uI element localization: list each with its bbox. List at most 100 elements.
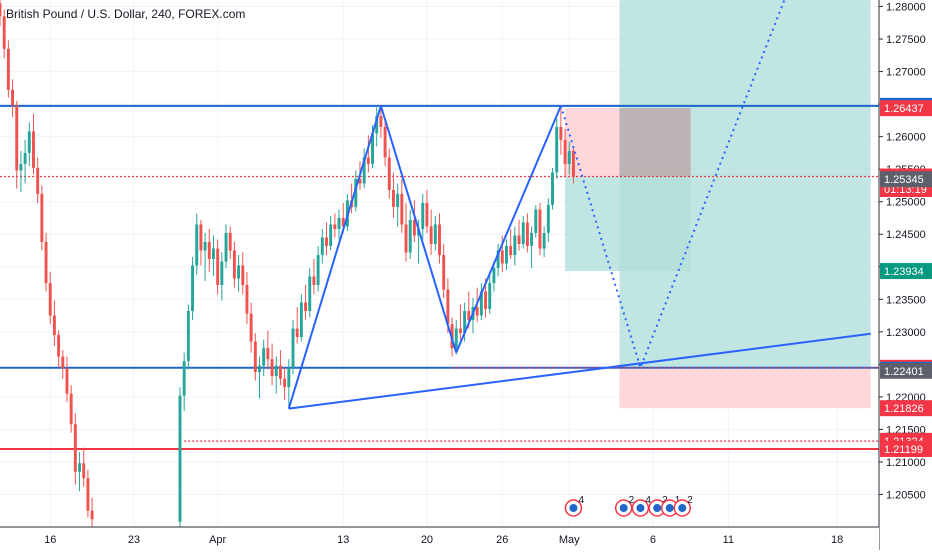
chart-title: British Pound / U.S. Dollar, 240, FOREX.… bbox=[6, 7, 245, 21]
candle-body bbox=[500, 250, 504, 264]
pattern-lines bbox=[287, 0, 871, 410]
candle-body bbox=[44, 242, 48, 284]
candle-body bbox=[362, 157, 366, 184]
price-label: 1.23934 bbox=[884, 266, 924, 278]
candle-body bbox=[492, 268, 496, 284]
candle-body bbox=[216, 248, 220, 285]
candle-body bbox=[546, 204, 550, 233]
x-tick-label[interactable]: 20 bbox=[421, 534, 433, 546]
candle-body bbox=[237, 265, 241, 279]
candle-body bbox=[299, 302, 303, 338]
us-flag-icon bbox=[619, 504, 628, 512]
candle-body bbox=[429, 226, 433, 244]
x-tick-label[interactable]: 18 bbox=[831, 534, 843, 546]
candle-body bbox=[563, 139, 567, 164]
x-tick-label[interactable]: 6 bbox=[650, 534, 656, 546]
candle-body bbox=[555, 126, 559, 173]
candle-body bbox=[383, 126, 387, 158]
candle-body bbox=[2, 16, 6, 49]
candle-body bbox=[433, 224, 437, 244]
candle-body bbox=[421, 202, 425, 230]
candle-body bbox=[274, 365, 278, 377]
x-tick-label[interactable]: 26 bbox=[496, 534, 508, 546]
candle-body bbox=[182, 361, 186, 396]
candle-body bbox=[178, 395, 182, 522]
candle-body bbox=[509, 245, 513, 256]
candle-body bbox=[567, 150, 571, 164]
candle-body bbox=[404, 224, 408, 253]
candle-body bbox=[295, 328, 299, 338]
pattern-right-up bbox=[455, 105, 562, 354]
candle-body bbox=[408, 219, 412, 253]
price-label: 1.25345 bbox=[884, 174, 924, 186]
candle-body bbox=[228, 232, 232, 251]
candle-body bbox=[199, 224, 203, 251]
candle-body bbox=[325, 237, 328, 246]
candle-body bbox=[538, 209, 542, 249]
candle-body bbox=[27, 131, 31, 153]
candle-body bbox=[534, 209, 538, 233]
x-tick-label[interactable]: 11 bbox=[723, 534, 734, 546]
price-label-bg bbox=[880, 440, 932, 457]
candle-body bbox=[488, 283, 492, 310]
candle-body bbox=[52, 315, 56, 336]
projection-path bbox=[559, 0, 786, 371]
x-tick-label[interactable]: 13 bbox=[337, 534, 349, 546]
price-label: 1.21199 bbox=[884, 444, 923, 456]
candle-body bbox=[207, 242, 211, 259]
candle-body bbox=[379, 115, 383, 127]
event-count: 4 bbox=[578, 495, 584, 506]
candle-body bbox=[329, 224, 333, 246]
x-tick-label[interactable]: May bbox=[559, 534, 580, 546]
event-count: 2 bbox=[629, 495, 635, 506]
candle-body bbox=[387, 157, 391, 190]
zone-gray bbox=[619, 108, 691, 177]
candles bbox=[0, 0, 575, 527]
price-label: 1.26437 bbox=[884, 103, 924, 115]
time-axis-bg bbox=[0, 527, 879, 550]
candle-body bbox=[542, 232, 546, 249]
x-tick-label[interactable]: 23 bbox=[128, 534, 140, 546]
candle-body bbox=[454, 328, 458, 349]
candle-body bbox=[19, 163, 23, 171]
candle-body bbox=[505, 245, 508, 264]
candle-body bbox=[65, 368, 69, 394]
event-count: 2 bbox=[662, 495, 668, 506]
pattern-left-up bbox=[287, 105, 382, 409]
candle-body bbox=[304, 302, 308, 311]
candle-body bbox=[366, 157, 370, 164]
x-axis-ticks[interactable]: 16 23 Apr 13 20 26 May 6 11 18 bbox=[44, 534, 843, 546]
y-tick-label: 1.21000 bbox=[886, 457, 926, 469]
candle-body bbox=[186, 310, 190, 362]
candle-body bbox=[484, 291, 488, 310]
candle-body bbox=[69, 393, 73, 425]
candle-body bbox=[249, 313, 253, 342]
price-label-bg bbox=[880, 263, 932, 280]
price-label: 1.22401 bbox=[884, 366, 924, 378]
candle-body bbox=[341, 217, 345, 227]
us-flag-icon bbox=[636, 504, 645, 512]
candle-body bbox=[15, 105, 19, 171]
candle-body bbox=[412, 219, 416, 236]
price-label-bg bbox=[880, 171, 932, 188]
candle-body bbox=[375, 115, 379, 134]
candle-body bbox=[287, 367, 291, 388]
candle-body bbox=[6, 48, 10, 90]
candle-body bbox=[333, 224, 337, 230]
zone-long-target bbox=[565, 176, 691, 272]
price-labels: 1.264731.264371.2538701:13:191.253451.23… bbox=[880, 97, 932, 457]
x-tick-label[interactable]: 16 bbox=[44, 534, 56, 546]
candle-body bbox=[463, 310, 467, 334]
candle-body bbox=[266, 348, 270, 360]
candle-body bbox=[442, 255, 446, 290]
us-flag-icon bbox=[665, 504, 674, 512]
candle-body bbox=[479, 291, 483, 316]
x-tick-label[interactable]: Apr bbox=[209, 534, 226, 546]
y-tick-label: 1.23000 bbox=[886, 327, 926, 339]
price-label: 1.21826 bbox=[884, 403, 924, 415]
candle-body bbox=[525, 222, 529, 246]
us-flag-icon bbox=[569, 504, 578, 512]
price-label-bg bbox=[880, 362, 932, 379]
y-tick-label: 1.25000 bbox=[886, 197, 926, 209]
